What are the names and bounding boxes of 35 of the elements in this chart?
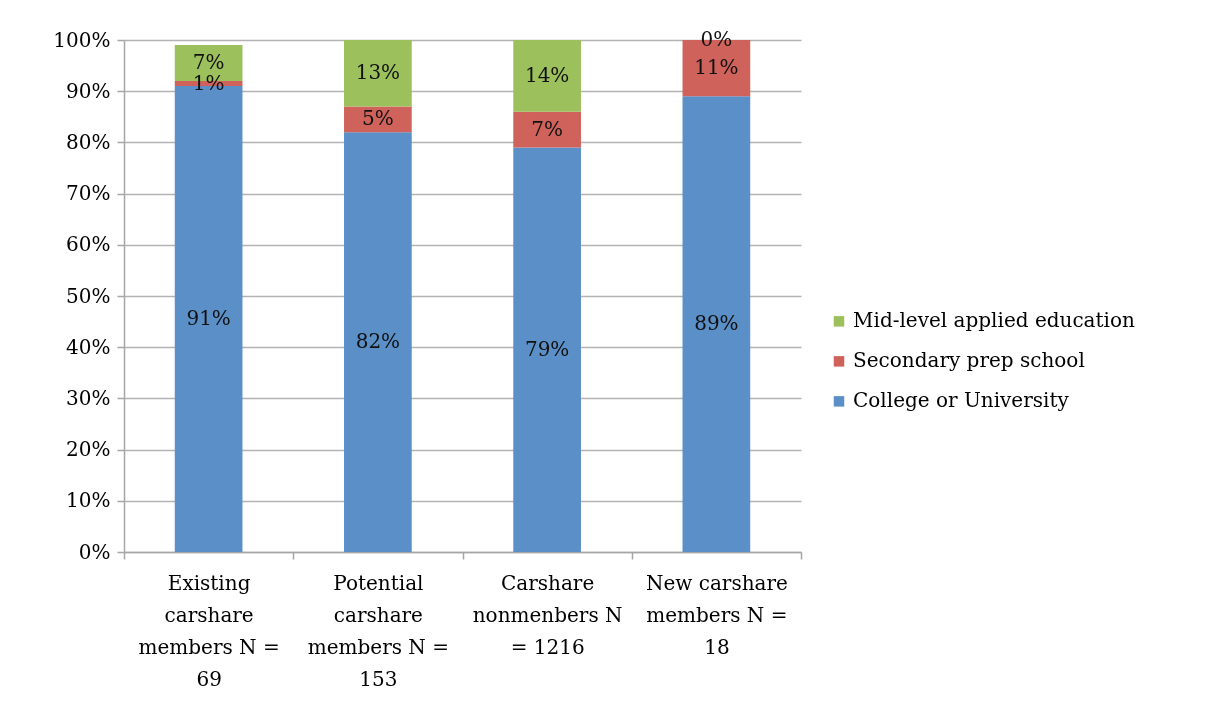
x-tick-label: Carshare nonmenbers N = 1216 [472, 570, 623, 659]
data-label: 89% [694, 311, 739, 336]
bar [513, 40, 581, 112]
data-label: 82% [355, 329, 401, 354]
y-tick-label: 60% [66, 232, 111, 257]
y-tick-label: 50% [66, 283, 111, 308]
bar [513, 111, 581, 148]
data-label: 14% [524, 62, 570, 87]
data-label: 7% [192, 50, 225, 75]
y-tick-label: 10% [66, 488, 111, 513]
data-label: 11% [694, 55, 739, 80]
x-tick-label: New carshare members N = 18 [645, 570, 788, 659]
y-tick-label: 30% [66, 385, 111, 410]
data-label: 91% [186, 306, 231, 331]
data-label: 79% [524, 336, 570, 361]
y-tick-label: 80% [66, 129, 111, 154]
bar [682, 96, 751, 552]
y-tick-label: 20% [66, 437, 111, 462]
bar [344, 132, 412, 552]
data-label: 13% [355, 60, 401, 85]
legend-label: Mid-level applied education [853, 308, 1135, 333]
bar [513, 147, 581, 552]
bar [344, 40, 412, 107]
y-tick-label: 0% [78, 539, 111, 564]
x-tick-label: Existing carshare members N = 69 [138, 570, 280, 691]
legend-label: Secondary prep school [853, 348, 1085, 373]
y-tick-label: 40% [66, 334, 111, 359]
y-tick-label: 90% [66, 78, 111, 103]
x-tick-label: Potential carshare members N = 153 [307, 570, 449, 691]
data-label: 0% [700, 27, 733, 51]
y-tick-label: 100% [53, 27, 111, 52]
legend-label: College or University [853, 388, 1070, 413]
y-tick-label: 70% [66, 181, 111, 206]
data-label: 7% [531, 116, 563, 141]
data-label: 5% [362, 106, 394, 131]
